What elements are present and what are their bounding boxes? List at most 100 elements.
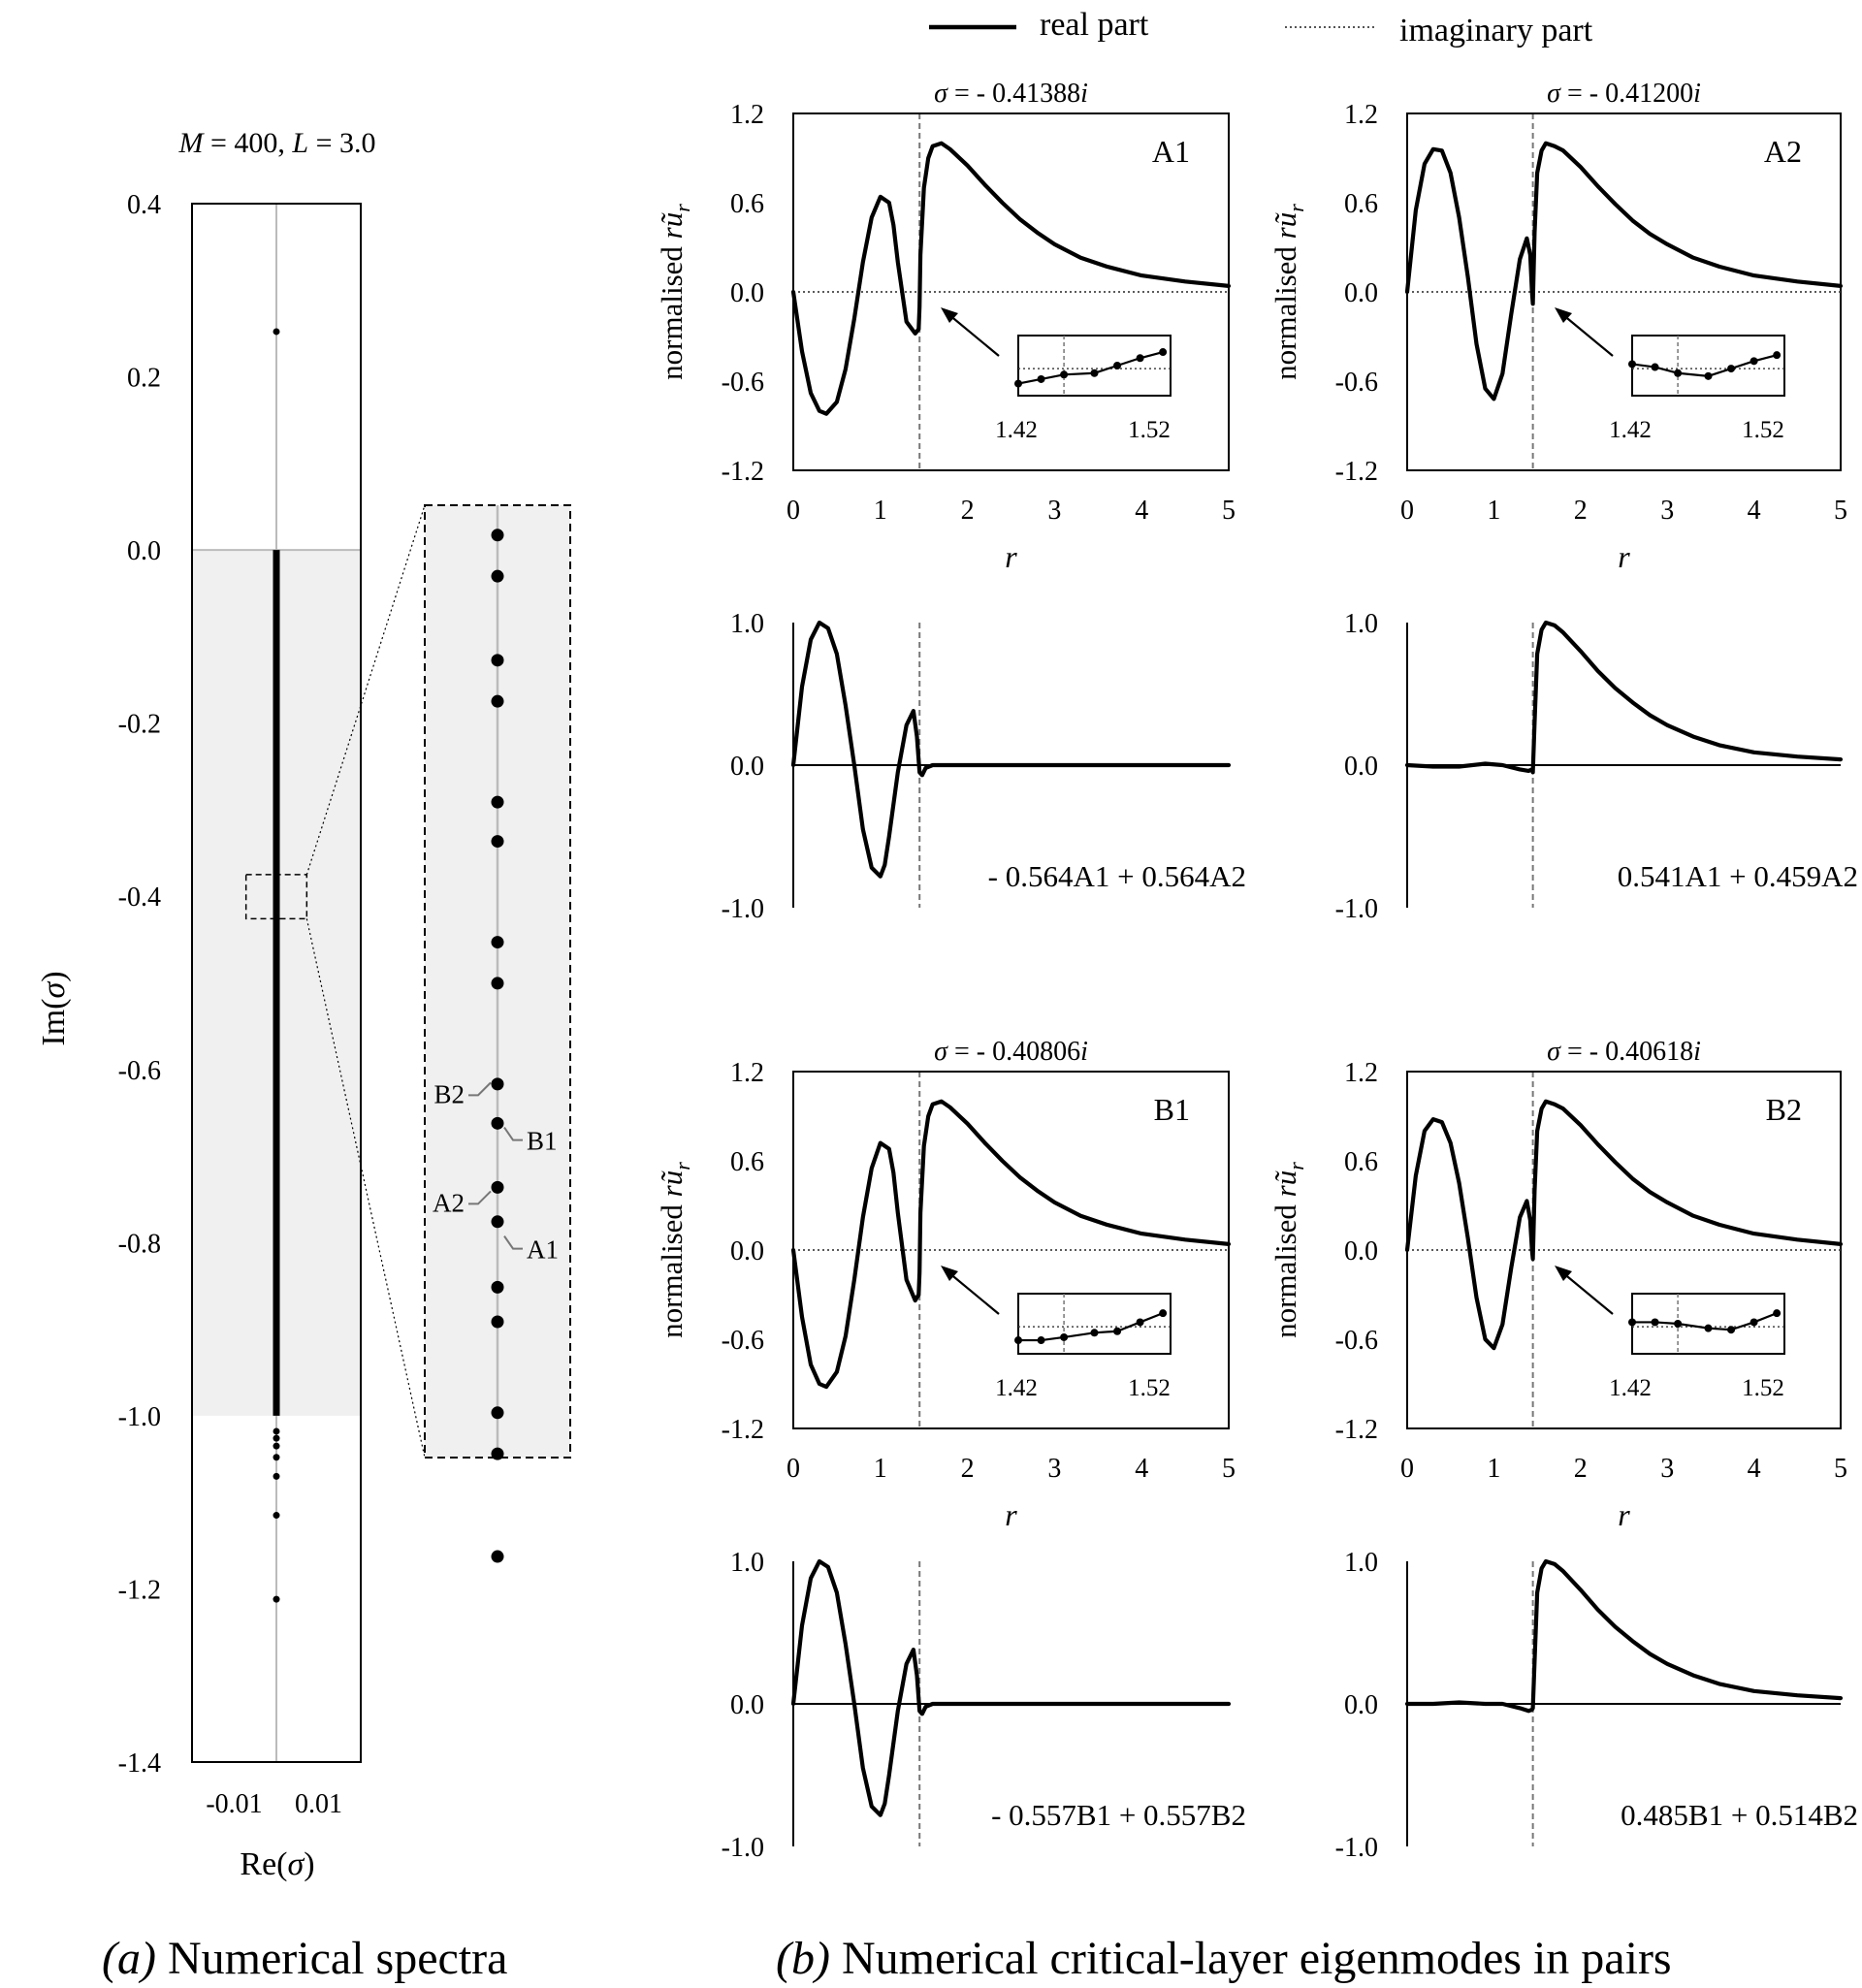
- spectrum-panel: M = 400, L = 3.0 0.4 0.2 0.0 -0.2 -0.4 -0.6 -0…: [36, 127, 571, 1882]
- y-label-text: normalised: [655, 239, 689, 380]
- real-part-curve: [790, 1099, 1232, 1390]
- x-tick-label: 5: [1222, 496, 1236, 526]
- y-label-subscript: r: [670, 1162, 694, 1170]
- zoom-inset-point: [1037, 374, 1045, 383]
- x-tick-label: 4: [1748, 496, 1761, 526]
- zoom-eigenvalue-point: [491, 1550, 504, 1563]
- y-tick-label: 0.0: [730, 278, 764, 308]
- x-tick-label: 1: [874, 496, 887, 526]
- y-tick-label: -0.6: [722, 1326, 764, 1356]
- zoom-inset-point: [1773, 1309, 1782, 1318]
- mode-point-label: B2: [433, 1079, 465, 1108]
- zoom-eigenvalue-point: [491, 569, 504, 583]
- y-tick-label: -0.6: [118, 1056, 161, 1086]
- zoom-inset-point: [1651, 363, 1659, 371]
- y-label-variable: rũ: [1268, 212, 1302, 240]
- x-tick-label: 1: [874, 1454, 887, 1484]
- y-tick-label: -0.4: [118, 882, 161, 913]
- zoom-inset-point: [1704, 1324, 1713, 1332]
- caption-a: (a) Numerical spectra: [102, 1933, 507, 1984]
- x-tick-label: 1: [1487, 496, 1500, 526]
- y-tick-label: -0.8: [118, 1229, 161, 1259]
- zoom-inset-x-label: 1.42: [1609, 417, 1652, 443]
- combination-panel: 1.0 0.0 -1.0 0.541A1 + 0.459A2: [1335, 609, 1858, 924]
- label-leader: [468, 1190, 492, 1205]
- eigenvalue-point: [273, 1454, 280, 1461]
- y-label-text: normalised: [1268, 1197, 1302, 1338]
- y-tick-label: -0.6: [1335, 368, 1378, 398]
- y-tick-label: 1.0: [1344, 609, 1378, 639]
- y-axis-label: normalised rũr: [1268, 1162, 1308, 1338]
- x-tick-label: 0: [1400, 1454, 1414, 1484]
- combination-label: - 0.557B1 + 0.557B2: [991, 1798, 1246, 1832]
- inset-arrow-head: [1555, 307, 1572, 323]
- eigenvalue-title: σ = - 0.40806i: [934, 1037, 1088, 1067]
- y-tick-label: 1.0: [730, 609, 764, 639]
- y-tick-label: -1.2: [1335, 1415, 1378, 1445]
- discrete-eigenvalues: [273, 328, 280, 1603]
- y-label-variable: rũ: [655, 212, 689, 240]
- real-part-curve: [1404, 1558, 1844, 1714]
- real-part-curve: [1404, 141, 1844, 401]
- zoom-eigenvalue-point: [491, 1215, 504, 1229]
- sigma-unit: i: [1080, 1037, 1088, 1067]
- combination-label: 0.485B1 + 0.514B2: [1621, 1798, 1858, 1832]
- zoom-inset-x-label: 1.52: [1742, 1375, 1784, 1401]
- spectrum-x-label: Re(σ): [240, 1846, 314, 1882]
- zoom-inset-frame: [1017, 1293, 1172, 1355]
- zoom-inset-point: [1727, 365, 1736, 373]
- x-tick-label: 1: [1487, 1454, 1500, 1484]
- y-label-text: normalised: [655, 1197, 689, 1338]
- eigenvalue-point: [273, 1427, 280, 1435]
- legend-imag-label: imaginary part: [1399, 13, 1593, 48]
- eigenvalue-point: [273, 1472, 280, 1480]
- x-tick-label: -0.01: [206, 1789, 262, 1819]
- zoom-inset-x-label: 1.42: [995, 1375, 1038, 1401]
- spectrum-plot-frame: [191, 203, 362, 1763]
- zoom-inset-point: [1014, 1336, 1022, 1345]
- caption-b: (b) Numerical critical-layer eigenmodes …: [776, 1933, 1672, 1984]
- x-tick-label: 5: [1834, 496, 1847, 526]
- y-tick-label: -1.0: [118, 1402, 161, 1432]
- zoom-eigenvalue-point: [491, 1315, 504, 1329]
- y-tick-label: 1.0: [1344, 1548, 1378, 1578]
- x-tick-label: 4: [1135, 1454, 1148, 1484]
- y-tick-label: 0.0: [1344, 278, 1378, 308]
- y-tick-label: 0.0: [127, 536, 161, 566]
- x-tick-label: 2: [961, 1454, 975, 1484]
- eigenvalue-title: σ = - 0.41200i: [1547, 79, 1701, 109]
- sigma-symbol: σ: [1547, 1037, 1561, 1067]
- zoom-inset-point: [1113, 362, 1122, 369]
- x-tick-label: 3: [1660, 1454, 1674, 1484]
- zoom-inset-x-label: 1.42: [995, 417, 1038, 443]
- combination-panel: 1.0 0.0 -1.0 - 0.564A1 + 0.564A2: [722, 609, 1246, 924]
- eigenvalue-title: σ = - 0.41388i: [934, 79, 1088, 109]
- y-tick-label: -1.0: [722, 1833, 764, 1863]
- zoom-eigenvalue-point: [491, 694, 504, 708]
- zoom-eigenvalue-point: [491, 529, 504, 542]
- x-axis-label: r: [1005, 539, 1017, 574]
- y-tick-label: -0.6: [722, 368, 764, 398]
- y-tick-label: -0.2: [118, 710, 161, 740]
- sigma-unit: i: [1693, 1037, 1701, 1067]
- zoom-inset-points: [491, 529, 504, 1563]
- zoom-eigenvalue-point: [491, 654, 504, 667]
- label-leader: [468, 1081, 492, 1097]
- y-tick-label: 0.6: [1344, 1147, 1378, 1177]
- zoom-eigenvalue-point: [491, 1077, 504, 1091]
- y-tick-label: 0.2: [127, 364, 161, 394]
- x-tick-label: 0: [787, 496, 800, 526]
- y-tick-label: 0.6: [1344, 189, 1378, 219]
- sigma-value: = - 0.41200: [1560, 79, 1693, 109]
- y-tick-label: 1.2: [1344, 1058, 1378, 1088]
- mode-tag: A2: [1764, 134, 1802, 169]
- sigma-unit: i: [1080, 79, 1088, 109]
- combination-label: - 0.564A1 + 0.564A2: [988, 859, 1246, 893]
- sigma-symbol: σ: [934, 79, 948, 109]
- y-axis-label: normalised rũr: [655, 1162, 694, 1338]
- sigma-symbol: σ: [934, 1037, 948, 1067]
- x-tick-label: 3: [1660, 496, 1674, 526]
- real-part-curve: [1404, 620, 1844, 775]
